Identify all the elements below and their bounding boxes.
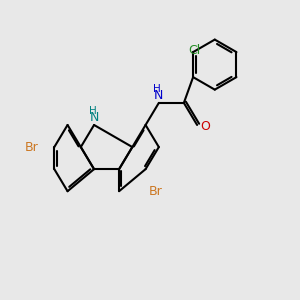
Text: Cl: Cl [188, 44, 201, 57]
Text: H: H [154, 84, 161, 94]
Text: H: H [89, 106, 97, 116]
Text: Br: Br [24, 141, 38, 154]
Text: Br: Br [148, 185, 162, 198]
Text: N: N [154, 89, 164, 102]
Text: O: O [201, 120, 211, 133]
Text: N: N [89, 111, 99, 124]
